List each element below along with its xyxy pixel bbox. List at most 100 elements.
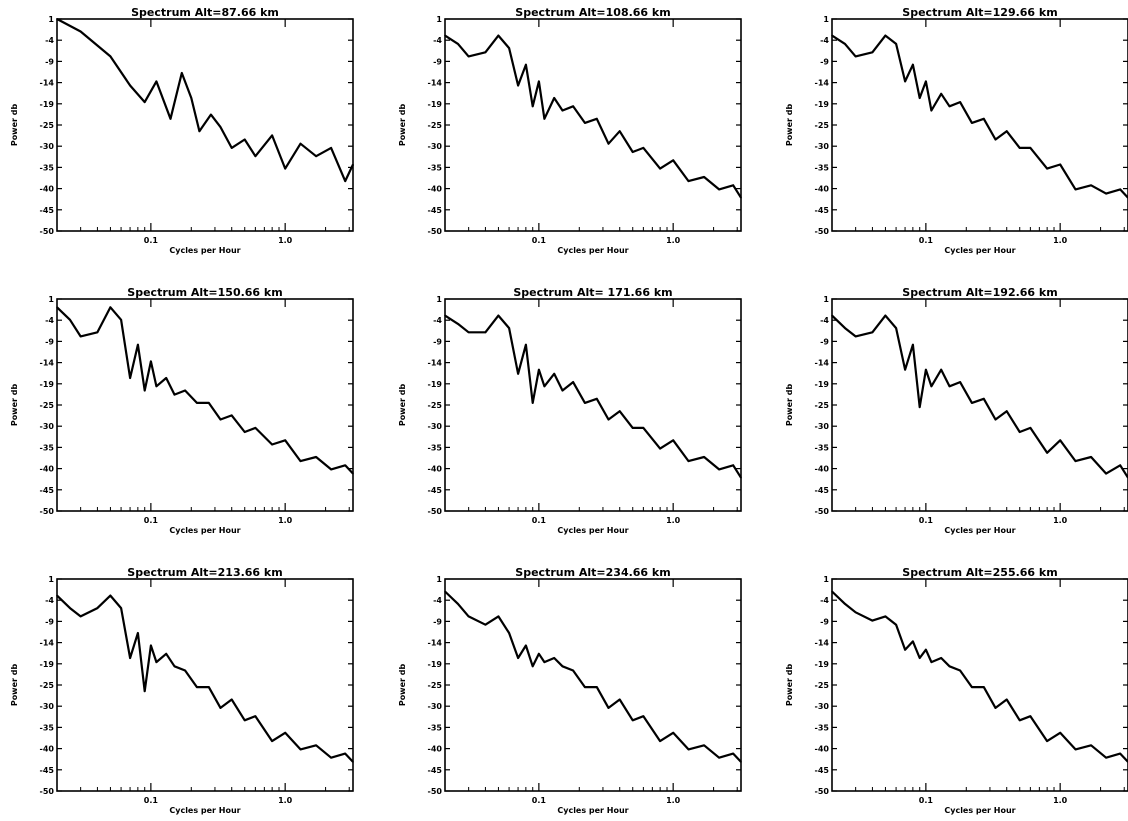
data-point [467, 615, 470, 618]
data-point [904, 648, 906, 651]
y-tick-label: -30 [40, 702, 55, 711]
y-tick-label: -40 [815, 745, 830, 754]
data-point [618, 130, 621, 132]
y-tick-label: -14 [815, 79, 830, 88]
panel-title: Spectrum Alt=192.66 km [902, 286, 1057, 299]
spectrum-panel-3: Spectrum Alt=129.66 km 1 -4 -9 -14 -19 -25 -30 -… [785, 6, 1128, 255]
data-point [137, 632, 139, 634]
data-point [1059, 163, 1061, 166]
data-point [553, 97, 555, 99]
spectrum-panel-7: Spectrum Alt=213.66 km 1 -4 -9 -14 -19 -25 -30 -… [10, 566, 354, 815]
spectrum-panel-2: Spectrum Alt=108.66 km 1 -4 -9 -14 -19 -25 -30 -… [398, 6, 742, 255]
data-point [618, 410, 621, 413]
data-point [497, 615, 500, 618]
y-tick-label: -40 [40, 465, 55, 474]
data-point [531, 105, 534, 108]
data-point [543, 385, 546, 388]
data-point [271, 443, 273, 446]
y-tick-label: -25 [815, 681, 830, 690]
spectrum-line [831, 34, 1128, 199]
y-tick-label: -9 [433, 57, 442, 66]
data-point [904, 80, 906, 83]
y-tick-label: -50 [40, 787, 55, 796]
y-tick-label: -50 [815, 227, 830, 236]
data-point [129, 657, 131, 659]
data-point [497, 34, 500, 37]
data-point [1090, 456, 1092, 458]
spectrum-panel-9: Spectrum Alt=255.66 km 1 -4 -9 -14 -19 -25 -30 -… [785, 566, 1128, 815]
y-tick-label: -40 [428, 745, 443, 754]
x-tick-label: 1.0 [278, 796, 293, 805]
y-tick-label: -35 [428, 723, 443, 732]
y-axis-label: Power db [10, 664, 19, 707]
data-point [553, 657, 555, 659]
x-axis-label: Cycles per Hour [944, 806, 1015, 815]
data-point [299, 748, 302, 751]
data-point [971, 402, 973, 404]
x-tick-label: 1.0 [666, 236, 681, 245]
data-point [230, 147, 233, 149]
data-point [703, 176, 705, 178]
data-point [718, 756, 720, 759]
data-point [940, 93, 942, 95]
data-point [198, 130, 201, 132]
data-point [299, 460, 302, 462]
data-point [79, 615, 82, 618]
data-point [184, 669, 186, 672]
y-axis-label: Power db [10, 104, 19, 147]
y-tick-label: -19 [428, 380, 443, 389]
data-point [642, 427, 645, 429]
data-point [871, 619, 874, 622]
data-point [672, 159, 674, 162]
data-point [254, 427, 257, 429]
spectrum-line [56, 306, 354, 475]
data-point [971, 122, 973, 124]
x-tick-label: 0.1 [919, 236, 934, 245]
y-tick-label: -14 [40, 79, 55, 88]
data-point [1059, 439, 1061, 442]
x-tick-label: 1.0 [1053, 516, 1068, 525]
data-point [884, 615, 887, 618]
y-tick-label: -35 [815, 163, 830, 172]
plot-frame [56, 298, 354, 512]
data-point [948, 385, 951, 388]
data-point [497, 314, 500, 317]
y-tick-label: -40 [815, 185, 830, 194]
plot-frame [831, 298, 1128, 512]
data-point [703, 744, 705, 747]
y-tick-label: -9 [433, 337, 442, 346]
y-tick-label: -14 [815, 359, 830, 368]
y-axis-label: Power db [398, 104, 407, 147]
data-point [925, 80, 927, 83]
data-point [854, 55, 857, 58]
data-point [219, 707, 222, 709]
data-point [659, 167, 661, 170]
data-point [918, 406, 921, 408]
data-point [596, 398, 598, 400]
data-point [150, 644, 152, 647]
y-tick-label: -40 [428, 185, 443, 194]
y-tick-label: -9 [820, 57, 829, 66]
data-point [165, 653, 167, 655]
y-tick-label: -19 [40, 100, 55, 109]
data-point [940, 368, 942, 371]
data-point [1105, 472, 1107, 475]
data-point [143, 389, 146, 392]
data-point [659, 447, 661, 450]
y-tick-label: -50 [40, 227, 55, 236]
data-point [918, 657, 921, 659]
y-tick-label: -45 [428, 486, 443, 495]
data-point [1074, 188, 1077, 191]
data-point [687, 460, 690, 462]
y-tick-label: -35 [815, 443, 830, 452]
data-point [457, 603, 459, 605]
data-point [672, 732, 674, 734]
panel-title: Spectrum Alt=108.66 km [515, 6, 670, 19]
data-point [467, 55, 470, 58]
y-tick-label: -14 [428, 639, 443, 648]
data-point [642, 715, 645, 717]
y-tick-label: -30 [815, 142, 830, 151]
data-point [484, 51, 487, 54]
x-axis-label: Cycles per Hour [169, 806, 240, 815]
panel-title: Spectrum Alt=129.66 km [902, 6, 1057, 19]
